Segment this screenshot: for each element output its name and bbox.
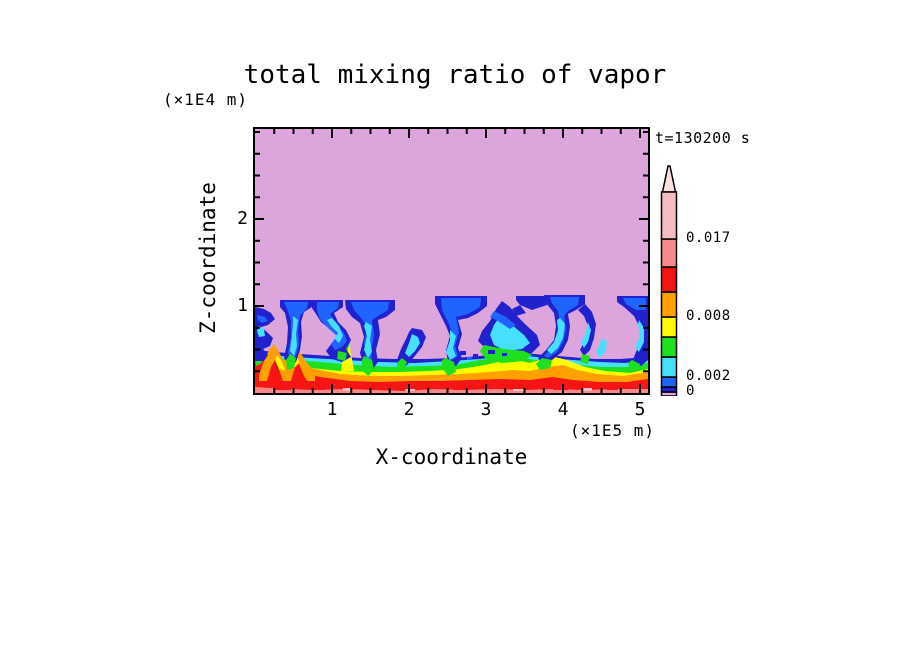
colorbar-level-label: 0.017: [686, 230, 731, 246]
z-axis-label: Z-coordinate: [196, 182, 220, 334]
x-axis-label: X-coordinate: [375, 445, 528, 469]
x-tick-label: 5: [634, 399, 646, 420]
z-axis-unit: (×1E4 m): [163, 90, 249, 109]
x-tick-label: 4: [557, 399, 569, 420]
colorbar-level-label: 0.008: [686, 308, 731, 324]
plot-area: [253, 127, 650, 395]
z-tick-label: 1: [237, 295, 248, 316]
contour-plot: [255, 129, 648, 393]
z-tick-label: 2: [237, 208, 248, 229]
time-label: t=130200 s: [655, 129, 751, 147]
colorbar-level-label: 0.002: [686, 368, 731, 384]
colorbar-level-label: 0: [686, 383, 695, 399]
x-tick-label: 2: [403, 399, 415, 420]
x-tick-label: 3: [480, 399, 492, 420]
x-tick-label: 1: [326, 399, 338, 420]
colorbar: [660, 165, 678, 396]
chart-title: total mixing ratio of vapor: [243, 60, 667, 90]
x-axis-unit: (×1E5 m): [569, 421, 655, 440]
